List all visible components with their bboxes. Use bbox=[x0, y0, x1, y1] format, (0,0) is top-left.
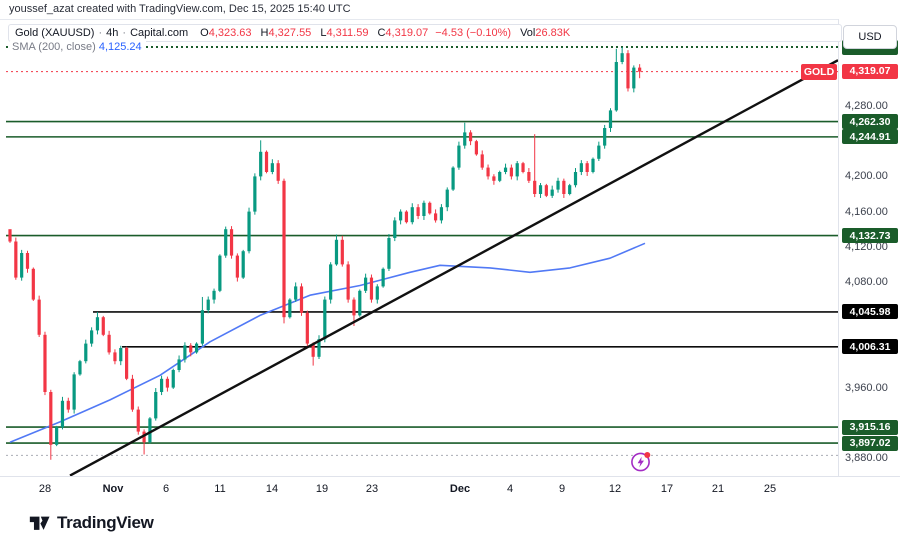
time-axis-tick: 28 bbox=[38, 483, 52, 495]
sma-legend: SMA (200, close) 4,125.24 bbox=[10, 41, 146, 53]
time-axis-tick: 14 bbox=[265, 483, 279, 495]
price-axis-tick: 4,080.00 bbox=[845, 276, 888, 288]
price-axis-tick: 3,960.00 bbox=[845, 381, 888, 394]
symbol-name[interactable]: Gold (XAUUSD) bbox=[15, 27, 95, 39]
timeframe: 4h bbox=[106, 27, 119, 39]
candle-series bbox=[8, 47, 642, 460]
widget-top-border bbox=[0, 19, 900, 20]
open-label: O bbox=[200, 27, 209, 39]
price-level-badge: 3,897.02 bbox=[842, 435, 898, 451]
exchange: Capital.com bbox=[130, 27, 189, 39]
close-value: 4,319.07 bbox=[385, 27, 429, 39]
ohlc-legend: Gold (XAUUSD) · 4h · Capital.com O 4,323.63 H 4,… bbox=[8, 24, 842, 42]
price-axis-tick: 4,120.00 bbox=[845, 240, 888, 253]
price-axis-tick: 4,200.00 bbox=[845, 170, 888, 183]
sma-value: 4,125.24 bbox=[98, 41, 142, 53]
tradingview-logo-icon bbox=[29, 516, 50, 530]
time-axis-tick: 19 bbox=[315, 483, 329, 495]
price-level-badge: 4,244.91 bbox=[842, 129, 898, 145]
price-level-badge: 4,132.73 bbox=[842, 228, 898, 244]
price-level-badge: 3,915.16 bbox=[842, 419, 898, 435]
high-label: H bbox=[260, 27, 269, 39]
time-axis-tick: Dec bbox=[449, 483, 471, 495]
current-price-badge: 4,319.07 bbox=[842, 63, 898, 79]
time-axis-tick: 25 bbox=[763, 483, 777, 495]
close-label: C bbox=[377, 27, 386, 39]
open-value: 4,323.63 bbox=[208, 27, 252, 39]
sma-200-line bbox=[9, 242, 646, 443]
change-value: −4.53 (−0.10%) bbox=[435, 27, 512, 39]
volume-value: 26.83K bbox=[535, 27, 571, 39]
price-level-badge: 4,045.98 bbox=[842, 304, 898, 320]
time-axis-tick: 17 bbox=[660, 483, 674, 495]
tradingview-logo-text: TradingView bbox=[57, 513, 154, 532]
time-axis-tick: 21 bbox=[711, 483, 725, 495]
currency-toggle-button[interactable]: USD bbox=[843, 25, 897, 49]
price-axis[interactable]: USD 4,280.00 4,200.00 4,160.00 4,120.00 4,08… bbox=[838, 19, 900, 476]
price-axis-tick: 4,280.00 bbox=[845, 100, 888, 112]
time-axis-tick: 6 bbox=[162, 483, 170, 495]
tradingview-logo[interactable]: TradingView bbox=[28, 512, 154, 534]
sma-label: SMA (200, close) bbox=[12, 41, 96, 53]
separator: · bbox=[98, 27, 103, 39]
price-level-badge: 4,006.31 bbox=[842, 339, 898, 355]
separator: · bbox=[122, 27, 127, 39]
high-value: 4,327.55 bbox=[268, 27, 312, 39]
trendline bbox=[69, 59, 838, 476]
lightning-icon bbox=[631, 452, 651, 472]
time-axis-tick: 9 bbox=[558, 483, 566, 495]
time-axis-tick: Nov bbox=[102, 483, 124, 495]
low-label: L bbox=[320, 27, 327, 39]
flash-idea-button[interactable] bbox=[629, 449, 653, 473]
time-axis-tick: 4 bbox=[506, 483, 514, 495]
volume-label: Vol bbox=[520, 27, 536, 39]
attribution-text: youssef_azat created with TradingView.co… bbox=[9, 3, 351, 15]
chart-pane bbox=[6, 46, 838, 476]
price-axis-tick: 4,160.00 bbox=[845, 205, 888, 218]
time-axis-tick: 23 bbox=[365, 483, 379, 495]
time-axis[interactable]: 28 Nov 6 11 14 19 23 Dec 4 9 12 17 21 25 bbox=[0, 476, 900, 502]
price-level-badge: 4,262.30 bbox=[842, 114, 898, 130]
low-value: 4,311.59 bbox=[326, 27, 369, 39]
time-axis-tick: 12 bbox=[608, 483, 622, 495]
time-axis-tick: 11 bbox=[214, 483, 226, 495]
price-axis-tick: 3,880.00 bbox=[845, 452, 888, 464]
symbol-price-tag: GOLD bbox=[801, 63, 837, 80]
